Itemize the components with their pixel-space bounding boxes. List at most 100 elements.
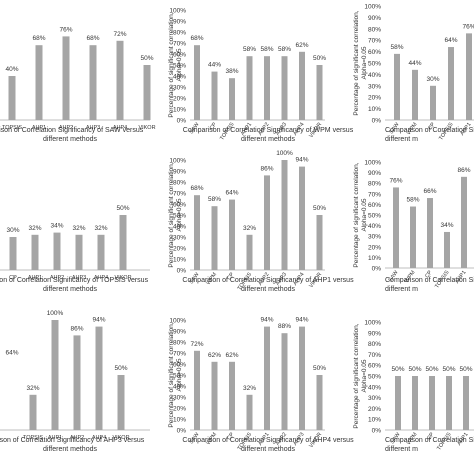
x-tick-label: AHP4 — [113, 125, 127, 131]
chart-title: different methods — [241, 136, 295, 143]
data-label: 94% — [260, 317, 273, 324]
chart-title: Comparison of Correlation Significan — [385, 127, 474, 134]
data-label: 76% — [389, 177, 402, 184]
bar — [427, 198, 433, 268]
y-tick-label: 20% — [368, 95, 381, 102]
y-tick-label: 70% — [173, 351, 186, 358]
bar — [31, 234, 39, 270]
data-label: 58% — [390, 44, 403, 51]
data-label: 34% — [50, 223, 63, 230]
data-label: 32% — [243, 385, 256, 392]
y-tick-label: 100% — [169, 158, 186, 165]
y-tick-label: 50% — [368, 61, 381, 68]
data-label: 94% — [295, 157, 308, 164]
data-label: 64% — [225, 190, 238, 197]
y-tick-label: 70% — [173, 191, 186, 198]
bar — [194, 45, 200, 121]
y-tick-label: 0% — [177, 118, 187, 125]
bar — [281, 160, 288, 270]
y-tick-label: 10% — [173, 417, 186, 424]
chart-title: different methods — [241, 286, 295, 293]
data-label: 72% — [190, 341, 203, 348]
bar — [246, 234, 253, 270]
bar — [410, 206, 416, 268]
y-tick-label: 60% — [173, 202, 186, 209]
chart-panel-3: 30% CP 32% AHP1 34% AHP2 32% AHP3 32% AHP4 50% VIKO… — [0, 205, 150, 293]
data-label: 32% — [243, 225, 256, 232]
data-label: 64% — [5, 350, 18, 357]
data-label: 50% — [313, 205, 326, 212]
x-tick-label: AHP4 — [92, 435, 106, 441]
chart-title: rison of Correlation Significancy of TOP… — [0, 277, 149, 284]
x-tick-label: AHP2 — [50, 275, 64, 281]
y-tick-label: 60% — [173, 362, 186, 369]
y-tick-label: 60% — [173, 52, 186, 59]
y-tick-label: 80% — [368, 341, 381, 348]
bar — [35, 45, 43, 121]
data-label: 66% — [423, 188, 436, 195]
data-label: 62% — [208, 352, 221, 359]
chart-title: rison of Correlation Significancy of SAW… — [0, 127, 144, 134]
x-tick-label: VIKOR — [114, 275, 131, 281]
y-tick-label: 20% — [368, 406, 381, 413]
data-label: 50% — [313, 365, 326, 372]
bar — [461, 176, 467, 268]
bar — [264, 56, 270, 120]
y-tick-label: 40% — [368, 223, 381, 230]
x-tick-label: AHP3 — [72, 275, 86, 281]
x-tick-label: AHP2 — [70, 435, 84, 441]
chart-panel-8: 0%10%20%30%40%50%60%70%80%90%100%50%SAW5… — [353, 320, 474, 453]
data-label: 50% — [313, 55, 326, 62]
data-label: 32% — [28, 225, 41, 232]
data-label: 72% — [113, 31, 126, 38]
data-label: 64% — [444, 37, 457, 44]
bar — [119, 215, 127, 270]
bar — [9, 237, 17, 270]
y-tick-label: 10% — [173, 107, 186, 114]
data-label: 32% — [72, 225, 85, 232]
chart-title: Comparison of Correlation Significan — [385, 437, 474, 444]
bar — [62, 36, 70, 120]
y-tick-label: 100% — [169, 8, 186, 15]
bar — [8, 76, 16, 120]
chart-title: Comparison of Correlation Significancy o… — [183, 127, 354, 134]
y-axis-label: Alpha=0.05 — [176, 358, 183, 391]
bar — [194, 350, 200, 430]
y-tick-label: 60% — [368, 202, 381, 209]
chart-panel-7: 0%10%20%30%40%50%60%70%80%90%100%72%SAW6… — [168, 317, 354, 453]
y-tick-label: 30% — [173, 235, 186, 242]
bar — [117, 375, 125, 430]
bar — [89, 45, 97, 121]
y-tick-label: 0% — [177, 268, 187, 275]
y-tick-label: 40% — [368, 72, 381, 79]
bar — [264, 175, 270, 270]
y-tick-label: 100% — [364, 4, 381, 11]
bar — [97, 234, 105, 270]
bar — [463, 376, 469, 430]
chart-panel-4: 0%10%20%30%40%50%60%70%80%90%100%68%SAW5… — [168, 150, 354, 293]
bar — [299, 326, 305, 430]
bar — [316, 65, 323, 120]
x-tick-label: CP — [226, 431, 235, 441]
x-tick-label: AHP4 — [94, 275, 108, 281]
x-tick-label: AHP1 — [32, 125, 46, 131]
y-tick-label: 50% — [173, 63, 186, 70]
x-tick-label: VIKOR — [112, 435, 129, 441]
y-tick-label: 80% — [368, 26, 381, 33]
y-tick-label: 100% — [169, 318, 186, 325]
y-tick-label: 70% — [368, 191, 381, 198]
bar — [299, 166, 305, 270]
y-tick-label: 80% — [368, 181, 381, 188]
y-tick-label: 70% — [368, 352, 381, 359]
bar — [444, 231, 450, 268]
y-tick-label: 10% — [173, 257, 186, 264]
bar — [412, 69, 418, 120]
data-label: 50% — [391, 366, 404, 373]
bar — [229, 361, 235, 430]
data-label: 34% — [440, 222, 453, 229]
x-tick-label: AHP3 — [86, 125, 100, 131]
data-label: 38% — [225, 68, 238, 75]
bar — [395, 376, 401, 430]
y-axis-label: Alpha=0.05 — [361, 46, 368, 79]
